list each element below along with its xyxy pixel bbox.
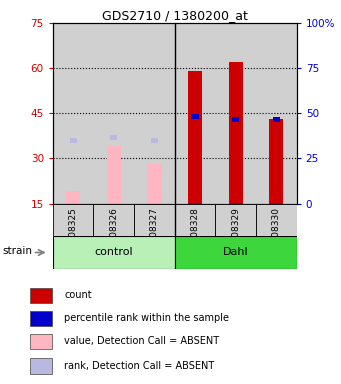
Text: GSM108327: GSM108327 (150, 207, 159, 262)
FancyBboxPatch shape (53, 204, 93, 236)
Bar (134, 23, 175, 204)
FancyBboxPatch shape (134, 204, 175, 236)
FancyBboxPatch shape (216, 204, 256, 236)
FancyBboxPatch shape (175, 236, 297, 269)
FancyBboxPatch shape (175, 204, 216, 236)
Bar (30, 311, 51, 326)
Text: value, Detection Call = ABSENT: value, Detection Call = ABSENT (64, 336, 219, 346)
Bar (66, 192, 80, 204)
Bar (256, 23, 297, 204)
Bar (53, 23, 93, 204)
Bar (30, 288, 51, 303)
FancyBboxPatch shape (93, 204, 134, 236)
Text: GSM108326: GSM108326 (109, 207, 118, 262)
Title: GDS2710 / 1380200_at: GDS2710 / 1380200_at (102, 9, 248, 22)
Bar (93, 23, 134, 204)
Bar (216, 23, 256, 204)
Text: control: control (94, 247, 133, 258)
Bar (228, 62, 243, 204)
Bar (232, 117, 239, 122)
Bar (188, 71, 202, 204)
Bar (175, 23, 216, 204)
Bar (107, 146, 121, 204)
FancyBboxPatch shape (256, 204, 297, 236)
Bar (30, 333, 51, 349)
Bar (30, 358, 51, 374)
Bar (70, 137, 77, 143)
Bar (147, 164, 162, 204)
Text: count: count (64, 290, 92, 300)
Bar (269, 119, 283, 204)
Text: GSM108325: GSM108325 (69, 207, 78, 262)
Text: percentile rank within the sample: percentile rank within the sample (64, 313, 229, 323)
Text: Dahl: Dahl (223, 247, 249, 258)
Text: GSM108330: GSM108330 (272, 207, 281, 262)
Text: GSM108329: GSM108329 (231, 207, 240, 262)
Bar (191, 114, 199, 119)
Bar (273, 117, 280, 122)
Text: strain: strain (3, 246, 33, 256)
FancyBboxPatch shape (53, 236, 175, 269)
Bar (151, 137, 158, 143)
Text: rank, Detection Call = ABSENT: rank, Detection Call = ABSENT (64, 361, 214, 371)
Bar (110, 135, 117, 140)
Text: GSM108328: GSM108328 (191, 207, 199, 262)
